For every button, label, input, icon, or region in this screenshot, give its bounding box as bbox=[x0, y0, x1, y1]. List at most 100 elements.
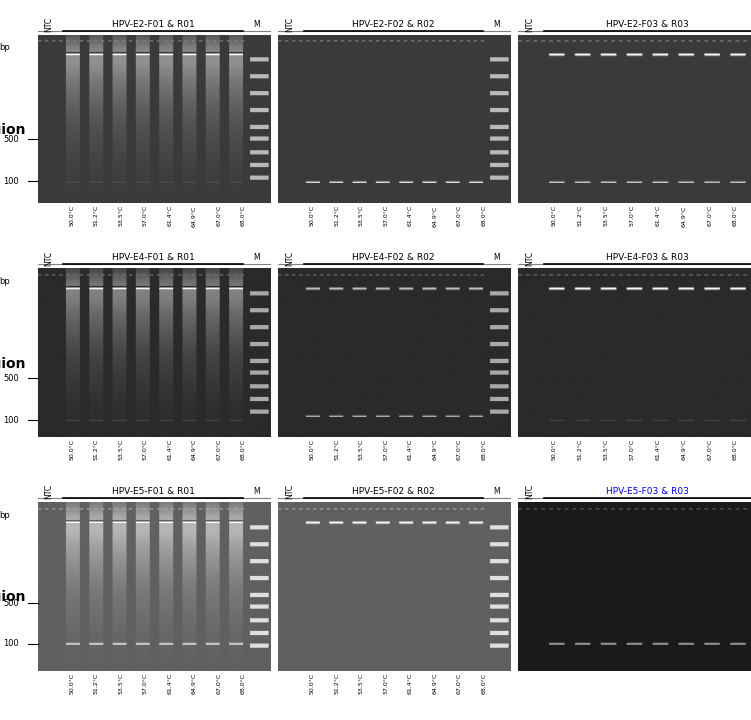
Text: 64.9°C: 64.9°C bbox=[681, 439, 686, 460]
Text: 50.0°C: 50.0°C bbox=[309, 439, 315, 460]
Text: 61.4°C: 61.4°C bbox=[408, 672, 413, 694]
Text: M: M bbox=[253, 487, 260, 496]
Text: HPV-E4-F01 & R01: HPV-E4-F01 & R01 bbox=[112, 253, 195, 263]
Text: HPV-E4-F03 & R03: HPV-E4-F03 & R03 bbox=[606, 253, 689, 263]
Text: 57.0°C: 57.0°C bbox=[383, 439, 388, 460]
Text: E4 region: E4 region bbox=[0, 356, 26, 371]
Text: 53.5°C: 53.5°C bbox=[604, 439, 608, 460]
Text: 50.0°C: 50.0°C bbox=[552, 205, 557, 226]
Text: M: M bbox=[493, 253, 500, 263]
Text: 68.0°C: 68.0°C bbox=[481, 205, 486, 226]
Text: 51.2°C: 51.2°C bbox=[334, 205, 339, 226]
Text: 64.9°C: 64.9°C bbox=[432, 672, 437, 694]
Text: HPV-E4-F02 & R02: HPV-E4-F02 & R02 bbox=[352, 253, 435, 263]
Text: 67.0°C: 67.0°C bbox=[707, 439, 712, 460]
Text: 51.2°C: 51.2°C bbox=[94, 205, 99, 226]
Text: 57.0°C: 57.0°C bbox=[143, 672, 148, 694]
Text: NTC: NTC bbox=[285, 17, 294, 32]
Text: 64.9°C: 64.9°C bbox=[432, 205, 437, 227]
Text: bp: bp bbox=[0, 510, 10, 520]
Text: E2 region: E2 region bbox=[0, 123, 26, 137]
Text: 53.5°C: 53.5°C bbox=[359, 672, 363, 694]
Text: M: M bbox=[493, 487, 500, 496]
Text: 61.4°C: 61.4°C bbox=[656, 439, 660, 460]
Text: 50.0°C: 50.0°C bbox=[552, 439, 557, 460]
Text: 100: 100 bbox=[3, 416, 19, 425]
Text: HPV-E5-F03 & R03: HPV-E5-F03 & R03 bbox=[606, 487, 689, 496]
Text: NTC: NTC bbox=[45, 484, 54, 499]
Text: 67.0°C: 67.0°C bbox=[216, 205, 222, 226]
Text: 51.2°C: 51.2°C bbox=[94, 439, 99, 460]
Text: 64.9°C: 64.9°C bbox=[192, 205, 197, 227]
Text: 500: 500 bbox=[3, 599, 19, 608]
Text: 67.0°C: 67.0°C bbox=[457, 439, 462, 460]
Text: E5 region: E5 region bbox=[0, 590, 26, 604]
Text: 51.2°C: 51.2°C bbox=[94, 672, 99, 694]
Text: M: M bbox=[493, 19, 500, 29]
Text: 64.9°C: 64.9°C bbox=[432, 439, 437, 460]
Text: NTC: NTC bbox=[525, 251, 534, 266]
Text: HPV-E5-F01 & R01: HPV-E5-F01 & R01 bbox=[112, 487, 195, 496]
Text: 64.9°C: 64.9°C bbox=[192, 439, 197, 460]
Text: HPV-E2-F02 & R02: HPV-E2-F02 & R02 bbox=[352, 19, 435, 29]
Text: NTC: NTC bbox=[45, 251, 54, 266]
Text: NTC: NTC bbox=[45, 17, 54, 32]
Text: 51.2°C: 51.2°C bbox=[578, 439, 583, 460]
Text: 57.0°C: 57.0°C bbox=[383, 205, 388, 226]
Text: 500: 500 bbox=[3, 135, 19, 144]
Text: 64.9°C: 64.9°C bbox=[192, 672, 197, 694]
Text: 50.0°C: 50.0°C bbox=[69, 205, 74, 226]
Text: bp: bp bbox=[0, 43, 10, 52]
Text: 61.4°C: 61.4°C bbox=[167, 672, 173, 694]
Text: 61.4°C: 61.4°C bbox=[408, 439, 413, 460]
Text: 500: 500 bbox=[3, 374, 19, 382]
Text: 61.4°C: 61.4°C bbox=[408, 205, 413, 226]
Text: 50.0°C: 50.0°C bbox=[309, 205, 315, 226]
Text: M: M bbox=[253, 19, 260, 29]
Text: 61.4°C: 61.4°C bbox=[167, 205, 173, 226]
Text: 53.5°C: 53.5°C bbox=[604, 205, 608, 226]
Text: 53.5°C: 53.5°C bbox=[119, 205, 123, 226]
Text: 100: 100 bbox=[3, 177, 19, 186]
Text: 61.4°C: 61.4°C bbox=[167, 439, 173, 460]
Text: M: M bbox=[253, 253, 260, 263]
Text: 68.0°C: 68.0°C bbox=[481, 439, 486, 460]
Text: 68.0°C: 68.0°C bbox=[733, 439, 738, 460]
Text: 68.0°C: 68.0°C bbox=[733, 205, 738, 226]
Text: HPV-E2-F01 & R01: HPV-E2-F01 & R01 bbox=[112, 19, 195, 29]
Text: 53.5°C: 53.5°C bbox=[119, 672, 123, 694]
Text: NTC: NTC bbox=[285, 484, 294, 499]
Text: 57.0°C: 57.0°C bbox=[143, 439, 148, 460]
Text: 53.5°C: 53.5°C bbox=[119, 439, 123, 460]
Text: 67.0°C: 67.0°C bbox=[216, 439, 222, 460]
Text: 57.0°C: 57.0°C bbox=[383, 672, 388, 694]
Text: 61.4°C: 61.4°C bbox=[656, 205, 660, 226]
Text: 67.0°C: 67.0°C bbox=[707, 205, 712, 226]
Text: 67.0°C: 67.0°C bbox=[216, 672, 222, 694]
Text: 67.0°C: 67.0°C bbox=[457, 672, 462, 694]
Text: 53.5°C: 53.5°C bbox=[359, 439, 363, 460]
Text: 57.0°C: 57.0°C bbox=[143, 205, 148, 226]
Text: bp: bp bbox=[0, 276, 10, 286]
Text: 51.2°C: 51.2°C bbox=[578, 205, 583, 226]
Text: 50.0°C: 50.0°C bbox=[309, 672, 315, 694]
Text: 67.0°C: 67.0°C bbox=[457, 205, 462, 226]
Text: 68.0°C: 68.0°C bbox=[241, 439, 246, 460]
Text: 51.2°C: 51.2°C bbox=[334, 672, 339, 694]
Text: NTC: NTC bbox=[525, 17, 534, 32]
Text: 57.0°C: 57.0°C bbox=[629, 439, 635, 460]
Text: 68.0°C: 68.0°C bbox=[241, 672, 246, 694]
Text: 68.0°C: 68.0°C bbox=[241, 205, 246, 226]
Text: 57.0°C: 57.0°C bbox=[629, 205, 635, 226]
Text: 53.5°C: 53.5°C bbox=[359, 205, 363, 226]
Text: 51.2°C: 51.2°C bbox=[334, 439, 339, 460]
Text: NTC: NTC bbox=[285, 251, 294, 266]
Text: HPV-E2-F03 & R03: HPV-E2-F03 & R03 bbox=[606, 19, 689, 29]
Text: NTC: NTC bbox=[525, 484, 534, 499]
Text: 100: 100 bbox=[3, 639, 19, 649]
Text: 68.0°C: 68.0°C bbox=[481, 672, 486, 694]
Text: 64.9°C: 64.9°C bbox=[681, 205, 686, 227]
Text: 50.0°C: 50.0°C bbox=[69, 439, 74, 460]
Text: 50.0°C: 50.0°C bbox=[69, 672, 74, 694]
Text: HPV-E5-F02 & R02: HPV-E5-F02 & R02 bbox=[352, 487, 435, 496]
